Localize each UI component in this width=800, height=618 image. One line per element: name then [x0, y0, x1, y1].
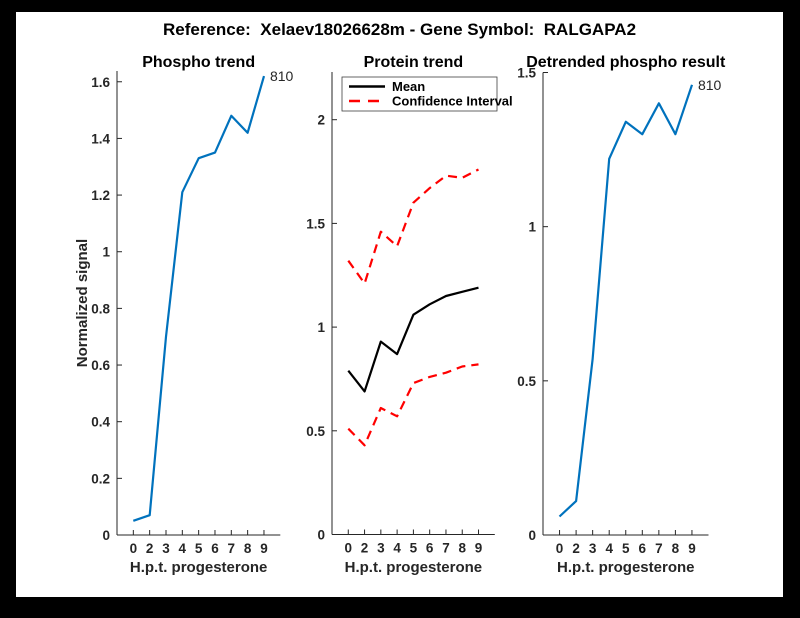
series-confidence-interval-upper — [347, 168, 479, 285]
plot-title: Protein trend — [364, 54, 464, 71]
x-tick-label: 7 — [442, 541, 450, 556]
y-tick-label: 1.4 — [91, 131, 110, 146]
x-tick-label: 6 — [426, 541, 434, 556]
y-tick-label: 1.5 — [306, 216, 325, 231]
y-tick-label: 0.2 — [91, 471, 110, 486]
plot-phospho-trend: 0 2 3 4 5 6 7 8 900.20.40.60.811.21.41.6Phospho … — [74, 54, 294, 576]
plot-title: Detrended phospho result — [526, 54, 726, 71]
series-detrended-phospho-signal — [558, 84, 694, 518]
x-tick-label: 8 — [244, 541, 252, 556]
x-tick-label: 0 — [345, 541, 353, 556]
x-tick-label: 2 — [146, 541, 154, 556]
x-tick-label: 2 — [572, 541, 580, 556]
y-axis-label: Normalized signal — [74, 239, 91, 367]
y-tick-label: 0 — [317, 528, 325, 543]
legend-box — [341, 76, 498, 112]
series-mean — [347, 286, 479, 393]
y-tick-label: 1.2 — [91, 188, 110, 203]
y-tick-label: 1 — [528, 220, 536, 235]
x-tick-label: 5 — [622, 541, 630, 556]
legend-label: Mean — [392, 79, 425, 94]
x-axis-label: H.p.t. progesterone — [557, 559, 695, 576]
figure-title: Reference: Xelaev18026628m - Gene Symbol… — [162, 20, 637, 39]
x-axis-label: H.p.t. progesterone — [130, 559, 268, 576]
y-tick-label: 2 — [317, 113, 325, 128]
x-tick-label: 7 — [228, 541, 236, 556]
y-tick-label: 0.5 — [306, 424, 325, 439]
x-tick-label: 5 — [410, 541, 418, 556]
x-tick-label: 9 — [475, 541, 483, 556]
x-tick-label: 4 — [393, 541, 401, 556]
x-tick-label: 0 — [556, 541, 564, 556]
y-tick-label: 0.4 — [91, 415, 110, 430]
y-tick-label: 0.8 — [91, 301, 110, 316]
x-tick-label: 8 — [458, 541, 466, 556]
y-tick-label: 1 — [317, 320, 325, 335]
y-tick-label: 1.5 — [517, 66, 536, 81]
y-tick-label: 0 — [102, 528, 110, 543]
y-tick-label: 0 — [528, 528, 536, 543]
x-tick-label: 4 — [605, 541, 613, 556]
x-tick-label: 0 — [130, 541, 138, 556]
x-tick-label: 6 — [639, 541, 647, 556]
line-end-label: 810 — [698, 77, 722, 93]
y-tick-label: 1 — [102, 245, 110, 260]
line-end-label: 810 — [270, 68, 294, 84]
y-tick-label: 0.6 — [91, 358, 110, 373]
x-tick-label: 6 — [211, 541, 219, 556]
x-tick-label: 2 — [361, 541, 369, 556]
series-confidence-interval-lower — [347, 363, 479, 447]
x-tick-label: 4 — [179, 541, 187, 556]
series-phospho-signal — [132, 75, 266, 522]
x-axis-label: H.p.t. progesterone — [345, 559, 483, 576]
x-tick-label: 3 — [162, 541, 170, 556]
y-tick-label: 1.6 — [91, 75, 110, 90]
x-tick-label: 5 — [195, 541, 203, 556]
x-tick-label: 7 — [655, 541, 663, 556]
x-tick-label: 8 — [672, 541, 680, 556]
x-tick-label: 9 — [260, 541, 268, 556]
x-tick-label: 9 — [688, 541, 696, 556]
x-tick-label: 3 — [589, 541, 597, 556]
plot-title: Phospho trend — [142, 54, 255, 71]
x-tick-label: 3 — [377, 541, 385, 556]
legend-label: Confidence Interval — [392, 94, 513, 109]
y-tick-label: 0.5 — [517, 374, 536, 389]
